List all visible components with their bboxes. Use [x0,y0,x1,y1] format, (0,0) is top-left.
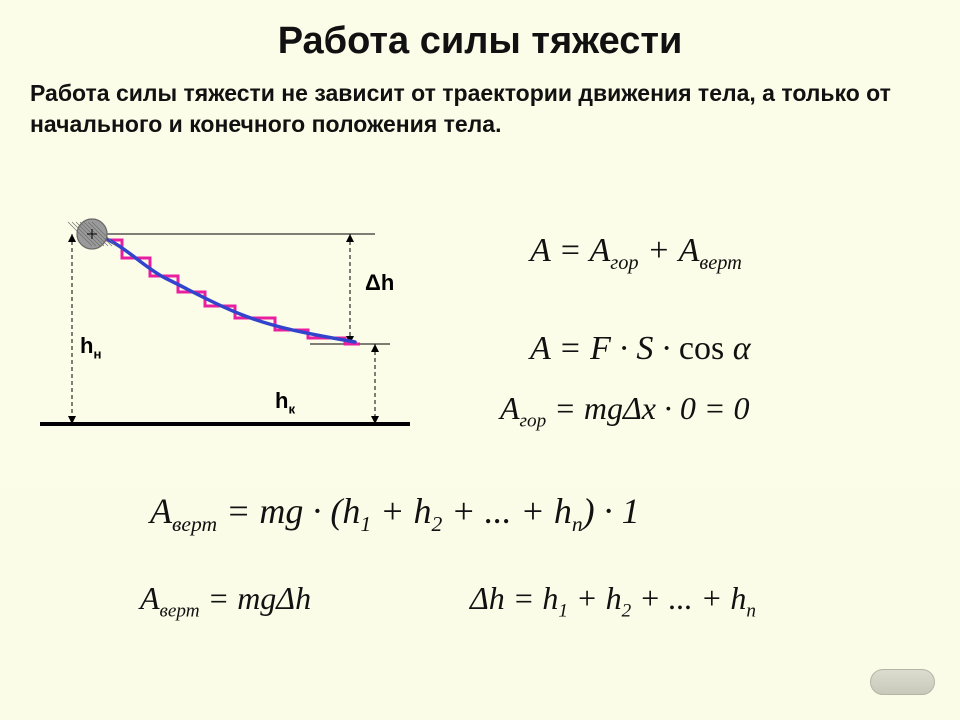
equation-work-def: A = F · S · cos α [530,330,751,368]
page-subtitle: Работа силы тяжести не зависит от траект… [0,63,960,140]
gravity-diagram: Δh hн hк [30,210,430,460]
equation-vertical-dh: Aверт = mgΔh [140,580,311,622]
label-delta-h: Δh [365,270,394,296]
equation-dh-sum: Δh = h1 + h2 + ... + hn [470,580,756,622]
nav-pill-button[interactable] [870,669,935,695]
page-title: Работа силы тяжести [0,0,960,63]
equation-vertical-sum: Aверт = mg · (h1 + h2 + ... + hn) · 1 [150,490,640,537]
label-h-start: hн [80,333,101,361]
equation-total: A = Aгор + Aверт [530,232,742,275]
equation-horizontal: Aгор = mgΔx · 0 = 0 [500,390,750,432]
label-h-end: hк [275,388,295,416]
